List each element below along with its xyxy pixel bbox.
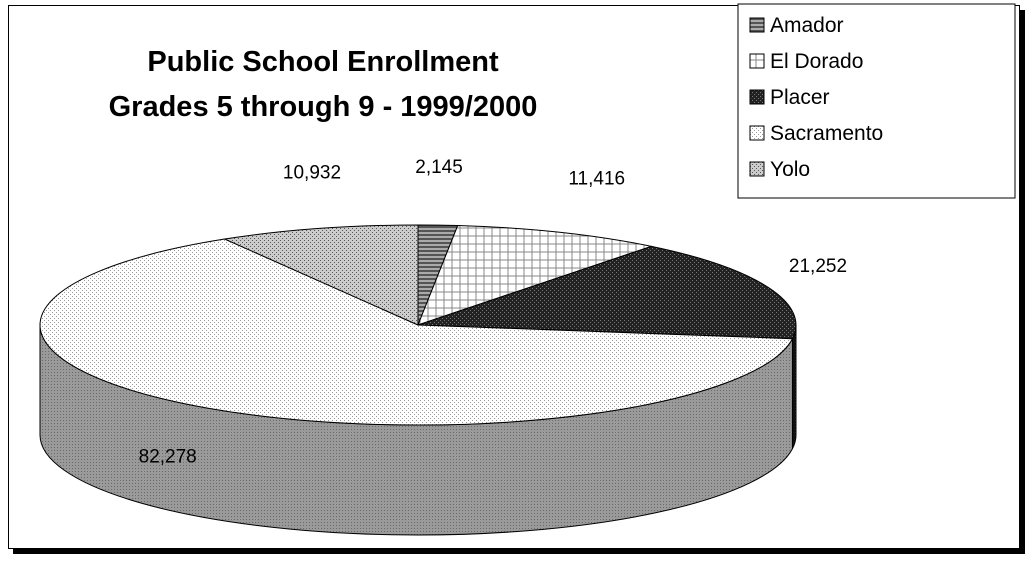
pie-slice-sacramento — [39, 238, 794, 426]
legend-swatch-placer — [749, 89, 765, 105]
legend-label-amador: Amador — [770, 14, 844, 37]
data-label-yolo: 10,932 — [283, 163, 341, 184]
pie-data-labels: 2,145 11,416 21,252 82,278 10,932 — [139, 157, 847, 467]
pie-side-placer — [791, 324, 797, 449]
legend-label-placer: Placer — [770, 86, 830, 109]
pie-slice-el-dorado — [417, 225, 654, 326]
title-line-2: Grades 5 through 9 - 1999/2000 — [109, 91, 538, 123]
data-label-amador: 2,145 — [415, 157, 463, 178]
legend-swatch-el-dorado — [749, 53, 765, 69]
legend-label-el-dorado: El Dorado — [770, 50, 863, 73]
legend-swatch-amador — [749, 17, 765, 33]
title-line-1: Public School Enrollment — [147, 46, 499, 78]
pie-chart — [39, 224, 797, 536]
legend-label-sacramento: Sacramento — [770, 122, 883, 145]
legend: Amador El Dorado Placer Sacramento Yolo — [737, 3, 1016, 199]
data-label-el-dorado: 11,416 — [568, 169, 625, 190]
data-label-placer: 21,252 — [789, 256, 847, 277]
legend-box — [737, 3, 1016, 199]
chart-title: Public School Enrollment Grades 5 throug… — [109, 46, 538, 123]
pie-slice-placer — [417, 245, 797, 340]
pie-slice-yolo — [223, 224, 419, 326]
legend-swatch-sacramento — [749, 125, 765, 141]
legend-swatch-yolo — [749, 161, 765, 177]
legend-label-yolo: Yolo — [770, 158, 810, 181]
data-label-sacramento: 82,278 — [139, 447, 197, 468]
